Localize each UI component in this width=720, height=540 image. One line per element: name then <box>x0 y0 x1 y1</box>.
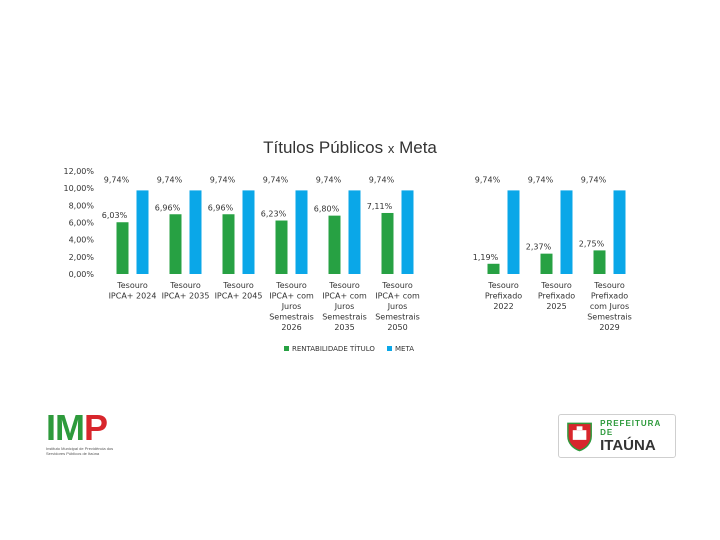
category-label: Tesouro Prefixado 2022 <box>485 281 522 311</box>
bar-rentabilidade <box>381 212 394 274</box>
category-label: Tesouro IPCA+ com Juros Semestrais 2035 <box>322 281 367 332</box>
y-tick-label: 12,00% <box>63 167 94 176</box>
y-tick-label: 4,00% <box>69 236 95 245</box>
bar-rentabilidade <box>593 250 606 274</box>
data-label-rentabilidade: 2,37% <box>526 243 552 252</box>
bar-rentabilidade <box>222 214 235 274</box>
bar-rentabilidade <box>275 220 288 274</box>
data-label-rentabilidade: 6,96% <box>155 203 181 212</box>
data-label-meta: 9,74% <box>263 175 289 184</box>
prefeitura-city: ITAÚNA <box>600 436 656 454</box>
bar-rentabilidade <box>540 253 553 274</box>
data-label-meta: 9,74% <box>369 175 395 184</box>
data-label-rentabilidade: 2,75% <box>579 239 605 248</box>
data-label-meta: 9,74% <box>528 175 554 184</box>
legend-swatch-rentabilidade <box>284 346 289 351</box>
bar-meta <box>242 190 255 274</box>
bar-meta <box>295 190 308 274</box>
category-label: Tesouro IPCA+ 2024 <box>109 281 157 301</box>
legend-swatch-meta <box>387 346 392 351</box>
y-tick-label: 10,00% <box>63 184 94 193</box>
category-label: Tesouro IPCA+ 2035 <box>162 281 210 301</box>
bar-meta <box>401 190 414 274</box>
data-label-rentabilidade: 7,11% <box>367 202 393 211</box>
y-tick-label: 2,00% <box>69 253 95 262</box>
category-label: Tesouro IPCA+ com Juros Semestrais 2050 <box>375 281 420 332</box>
bar-rentabilidade <box>328 215 341 274</box>
data-label-rentabilidade: 6,23% <box>261 210 287 219</box>
y-axis: 0,00% 2,00% 4,00% 6,00% 8,00% 10,00% 12,00% <box>63 167 94 279</box>
category-label: Tesouro Prefixado 2025 <box>538 281 575 311</box>
bar-meta <box>136 190 149 274</box>
bar-meta <box>189 190 202 274</box>
data-label-rentabilidade: 6,80% <box>314 205 340 214</box>
imp-logo-letters: IMP <box>46 407 108 448</box>
data-label-meta: 9,74% <box>316 175 342 184</box>
bar-meta <box>507 190 520 274</box>
y-tick-label: 0,00% <box>69 270 95 279</box>
imp-logo: IMP Instituto Municipal de Previdência d… <box>46 407 128 458</box>
data-label-meta: 9,74% <box>210 175 236 184</box>
category-label: Tesouro Prefixado com Juros Semestrais 2029 <box>587 281 632 332</box>
legend: RENTABILIDADE TÍTULO META <box>284 344 414 353</box>
data-label-rentabilidade: 6,03% <box>102 211 128 220</box>
bar-meta <box>560 190 573 274</box>
chart-title: Títulos Públicos x Meta <box>263 138 437 157</box>
y-tick-label: 6,00% <box>69 219 95 228</box>
data-label-meta: 9,74% <box>475 175 501 184</box>
legend-label-rentabilidade: RENTABILIDADE TÍTULO <box>292 344 375 353</box>
bar-rentabilidade <box>487 263 500 274</box>
data-label-rentabilidade: 1,19% <box>473 253 499 262</box>
bar-meta <box>348 190 361 274</box>
city-crest-icon <box>567 422 592 452</box>
data-label-meta: 9,74% <box>581 175 607 184</box>
prefeitura-label: PREFEITURA DE <box>600 418 661 437</box>
bar-rentabilidade <box>116 222 129 274</box>
bar-rentabilidade <box>169 214 182 274</box>
imp-logo-subtitle: Instituto Municipal de Previdência dos S… <box>46 446 114 456</box>
y-tick-label: 8,00% <box>69 201 95 210</box>
category-label: Tesouro IPCA+ com Juros Semestrais 2026 <box>269 281 314 332</box>
data-label-meta: 9,74% <box>157 175 183 184</box>
data-label-rentabilidade: 6,96% <box>208 203 234 212</box>
legend-label-meta: META <box>395 345 414 353</box>
data-label-meta: 9,74% <box>104 175 130 184</box>
data-labels: 6,03% 9,74% 6,96% 9,74% 6,96% 9,74% 6,23% 9,74%… <box>102 175 607 261</box>
prefeitura-logo: PREFEITURA DE ITAÚNA <box>558 414 676 458</box>
bar-meta <box>613 190 626 274</box>
category-label: Tesouro IPCA+ 2045 <box>215 281 263 301</box>
bars <box>116 190 626 274</box>
